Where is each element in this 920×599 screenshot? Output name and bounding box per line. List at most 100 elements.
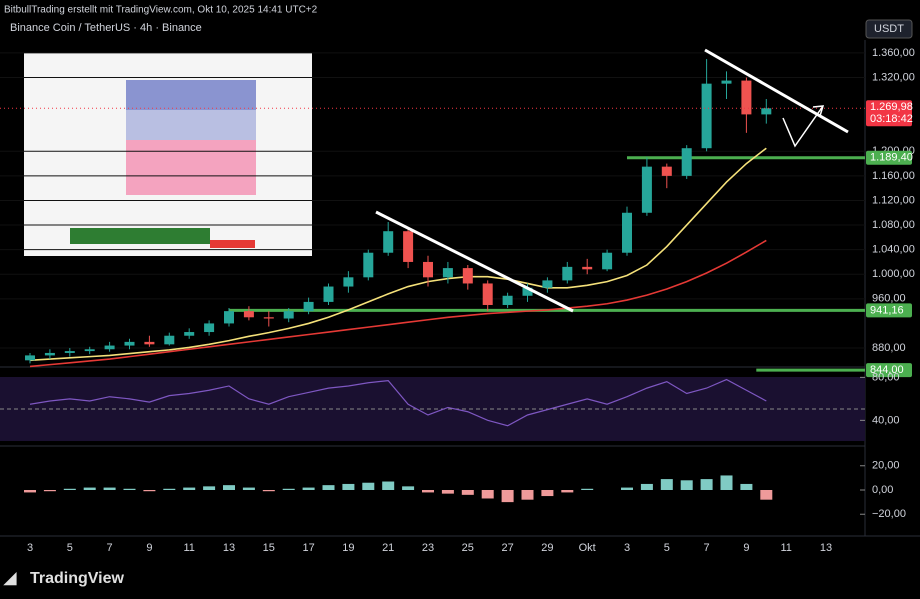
candle-body [721,80,732,84]
candle-body [681,148,692,176]
inset-band [126,140,256,195]
level-tag [866,303,912,318]
candle-body [204,323,215,333]
current-tag [866,100,912,127]
x-tick-label: 3 [624,542,630,554]
x-tick-label: 9 [146,542,152,554]
footer-logo: TradingView [30,570,125,587]
projection-arrow [782,105,824,148]
level-label: 1.189,40 [870,152,913,164]
candle-body [502,295,513,305]
x-tick-label: 21 [382,542,394,554]
x-tick-label: 13 [820,542,832,554]
macd-bar [43,490,56,492]
candle-body [343,277,354,287]
macd-bar [402,486,415,490]
symbol: Binance Coin / TetherUS · 4h · Binance [10,22,202,34]
y-tick-label: 1.320,00 [872,71,915,83]
candle-body [243,311,254,318]
x-tick-label: Okt [579,542,596,554]
macd-bar [163,488,176,490]
macd-bar [720,475,733,490]
currency[interactable]: USDT [874,23,904,35]
trend-line [704,48,849,134]
currency-box[interactable] [865,19,913,39]
moving-average [29,147,767,362]
candle-body [124,341,135,346]
macd-bar [382,481,395,490]
macd-bar [422,490,434,493]
rsi-tick-label: 40,00 [872,414,900,426]
candle-body [104,345,115,350]
macd-tick-label: 0,00 [872,484,893,496]
countdown: 03:18:42 [870,113,913,125]
y-tick-label: 1.000,00 [872,268,915,280]
macd-bar [322,485,335,490]
candle-body [462,268,473,284]
candle-body [761,108,772,115]
x-tick-label: 11 [183,542,194,554]
candle-body [542,280,553,288]
y-tick-label: 1.040,00 [872,244,915,256]
y-tick-label: 1.360,00 [872,47,915,59]
candle-body [25,355,35,361]
candle-body [562,266,573,281]
inset-band [126,110,256,140]
candle-body [303,301,314,312]
candle-body [403,231,414,262]
rsi-line [29,378,767,427]
candle-body [641,166,652,213]
macd-bar [680,480,693,490]
x-tick-label: 5 [67,542,73,554]
logo-mark: ◢ [3,570,17,587]
macd-bar [541,490,554,497]
y-tick-label: 1.080,00 [872,219,915,231]
macd-bar [143,490,156,492]
trend-line [375,210,574,313]
level-tag [866,150,912,165]
x-tick-label: 7 [107,542,113,554]
x-tick-label: 27 [501,542,513,554]
macd-bar [63,488,76,490]
candle-body [622,212,632,253]
x-tick-label: 29 [541,542,553,554]
x-tick-label: 11 [780,542,791,554]
candle-body [184,332,195,336]
candle-body [64,351,75,353]
macd-bar [461,490,474,495]
candle-body [661,166,672,176]
macd-bar [760,490,773,500]
macd-bar [103,487,116,490]
macd-bar [441,490,454,494]
x-tick-label: 15 [263,542,275,554]
macd-bar [362,482,375,490]
candle-body [363,252,374,278]
candle-body [383,231,394,253]
candle-body [283,311,294,319]
y-tick-label: 1.120,00 [872,194,915,206]
candle-body [164,335,175,345]
x-tick-label: 19 [342,542,354,554]
y-tick-label: 1.160,00 [872,170,915,182]
macd-bar [242,487,255,490]
candle-body [224,311,234,324]
macd-bar [302,487,315,490]
x-tick-label: 25 [462,542,474,554]
x-tick-label: 3 [27,542,33,554]
candle-body [482,283,493,305]
candle-body [741,80,752,115]
macd-bar [282,488,295,490]
rsi-tick-label: 80,00 [872,371,900,383]
candle-body [442,268,453,278]
moving-average [29,239,767,368]
candle-body [522,287,533,296]
candle-body [263,317,274,319]
x-tick-label: 13 [223,542,235,554]
x-tick-label: 7 [704,542,710,554]
inset-band [126,80,256,110]
macd-bar [183,487,196,490]
macd-bar [83,487,96,490]
macd-bar [561,490,574,493]
macd-bar [342,483,355,490]
